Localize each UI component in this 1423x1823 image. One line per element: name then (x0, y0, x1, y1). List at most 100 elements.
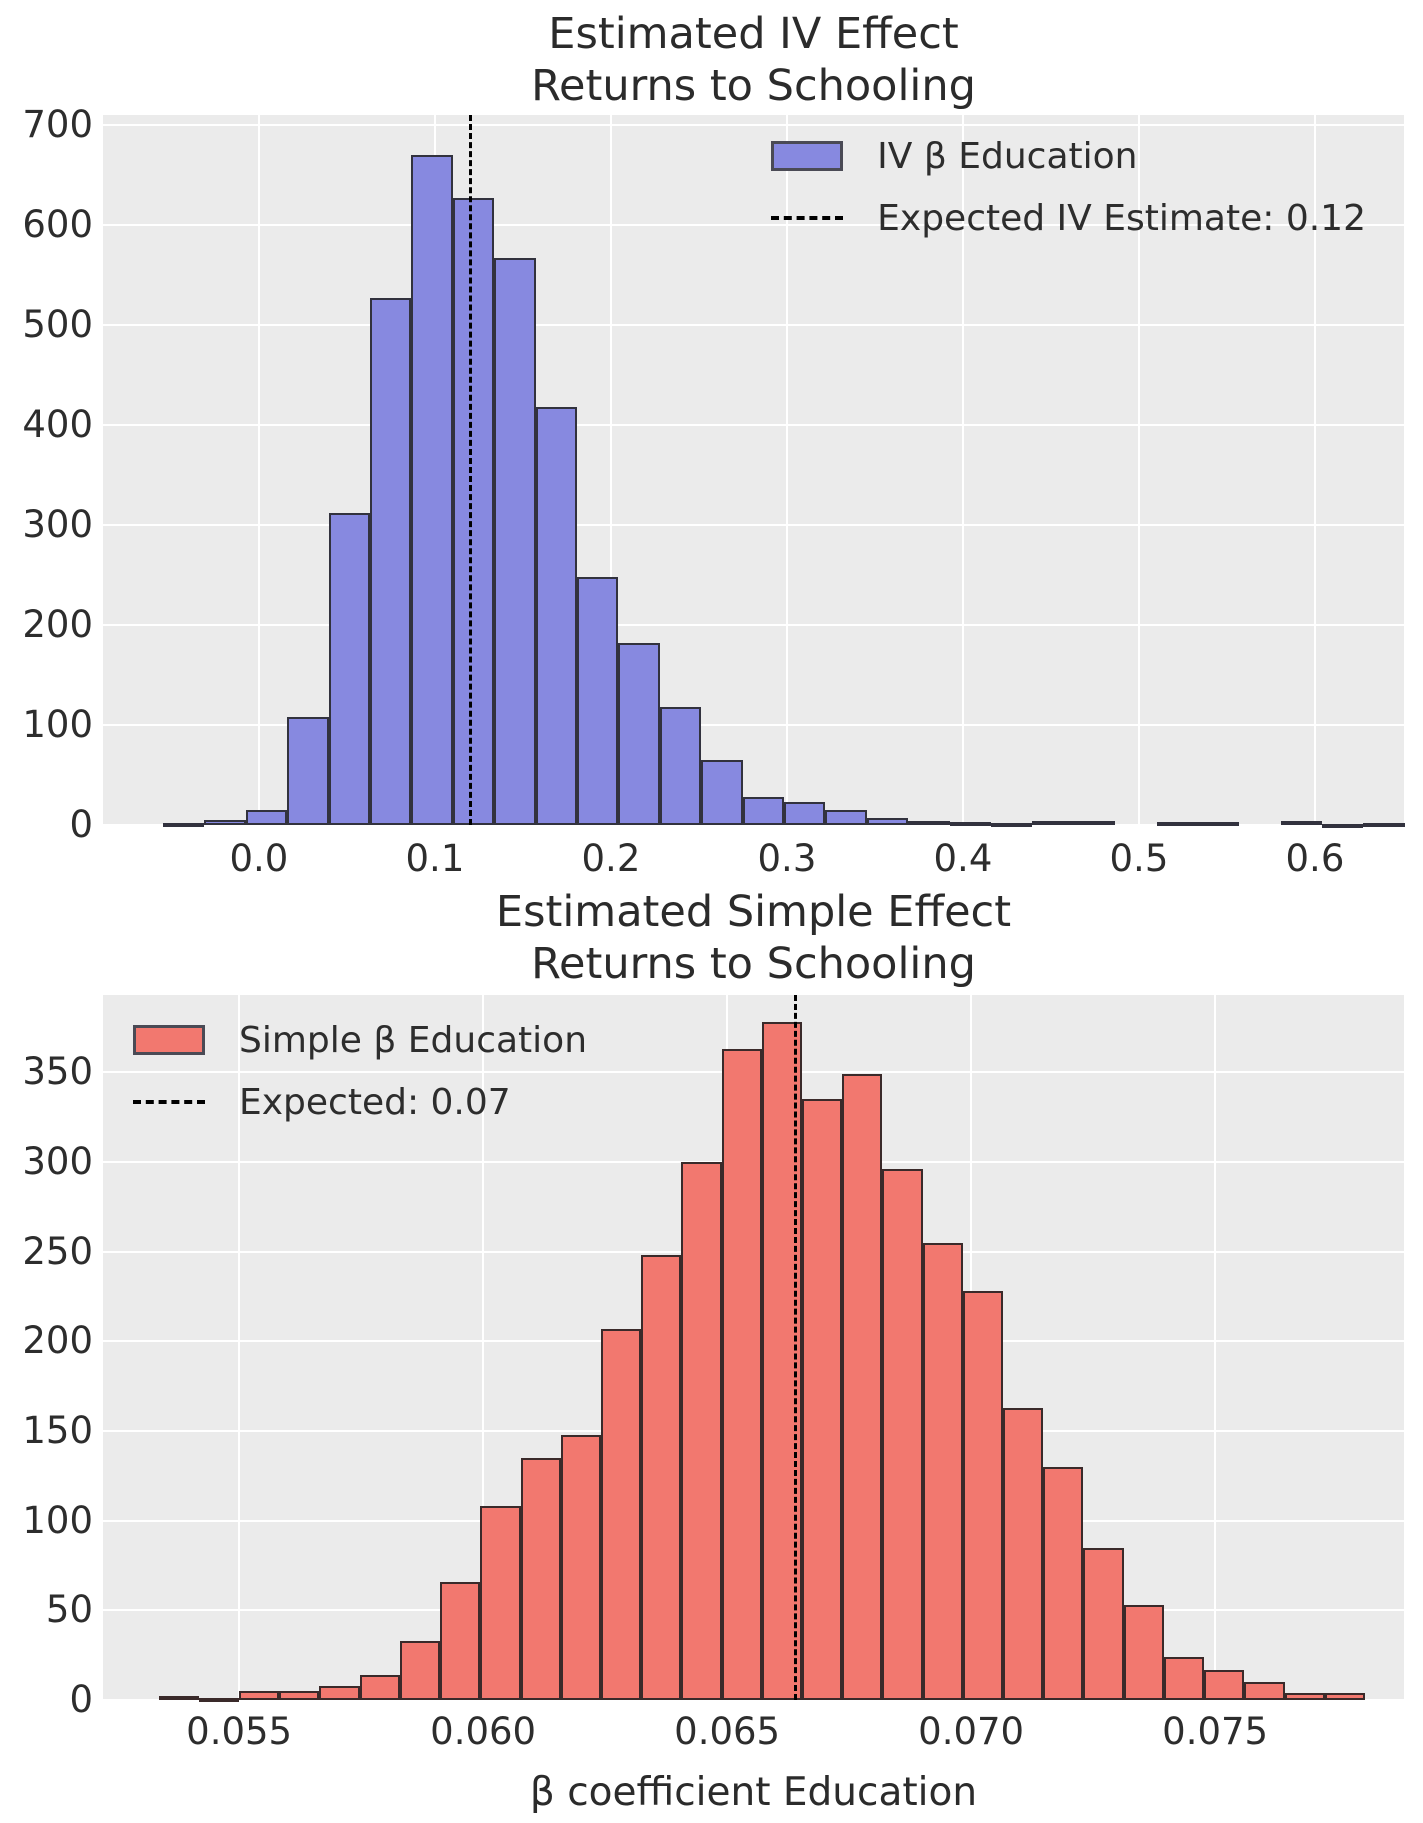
histogram-bar (802, 1099, 843, 1700)
x-tick-label: 0.3 (757, 837, 817, 880)
y-tick-label: 700 (22, 103, 93, 146)
iv-legend: IV β Education Expected IV Estimate: 0.1… (771, 135, 1366, 239)
histogram-bar (882, 1169, 923, 1700)
x-gridline (257, 115, 260, 825)
x-tick-label: 0.0 (229, 837, 289, 880)
histogram-bar (287, 717, 329, 825)
iv-legend-line-label: Expected IV Estimate: 0.12 (877, 197, 1366, 239)
simple-legend-series-label: Simple β Education (239, 1019, 588, 1061)
x-tick-label: 0.2 (581, 837, 641, 880)
iv-legend-series-row: IV β Education (771, 135, 1138, 177)
histogram-bar (520, 1457, 561, 1700)
histogram-bar (701, 760, 743, 825)
histogram-bar (721, 1048, 762, 1700)
y-gridline (103, 1699, 1404, 1701)
histogram-bar (1284, 1692, 1325, 1700)
x-tick-label: 0.070 (918, 1710, 1025, 1753)
histogram-bar (440, 1581, 481, 1700)
histogram-bar (411, 155, 453, 825)
x-tick-label: 0.4 (933, 837, 993, 880)
x-gridline (1313, 115, 1316, 825)
histogram-bar (1003, 1407, 1044, 1700)
simple-legend-line-row: Expected: 0.07 (133, 1081, 511, 1123)
histogram-bar (1073, 821, 1116, 825)
histogram-bar (962, 1290, 1004, 1700)
y-tick-label: 0 (69, 1678, 93, 1721)
histogram-bar (576, 577, 619, 825)
histogram-bar (1163, 1656, 1205, 1700)
simple-dashed-line-icon (133, 1100, 205, 1104)
y-gridline (103, 624, 1404, 626)
expected-value-line (468, 115, 472, 825)
histogram-bar (163, 823, 205, 827)
iv-chart-title: Estimated IV Effect Returns to Schooling (531, 9, 976, 112)
x-gridline (961, 115, 964, 825)
histogram-bar (359, 1674, 400, 1700)
histogram-bar (783, 802, 826, 825)
y-tick-label: 100 (22, 1498, 93, 1542)
histogram-bar (535, 407, 577, 825)
y-tick-label: 50 (45, 1588, 93, 1632)
y-gridline (103, 524, 1404, 526)
histogram-bar (560, 1434, 601, 1700)
histogram-bar (742, 797, 784, 825)
x-tick-label: 0.6 (1285, 837, 1345, 880)
y-gridline (103, 424, 1404, 426)
histogram-bar (1204, 1669, 1245, 1700)
histogram-bar (681, 1161, 722, 1700)
histogram-bar (1032, 821, 1074, 825)
x-gridline (1214, 995, 1217, 1700)
histogram-bar (600, 1328, 642, 1700)
simple-plot-area: Simple β Education Expected: 0.07 (103, 995, 1404, 1703)
histogram-bar (1043, 1466, 1084, 1700)
x-tick-label: 0.060 (430, 1710, 537, 1753)
histogram-bar (825, 810, 867, 825)
histogram-bar (922, 1242, 963, 1700)
x-tick-label: 0.065 (674, 1710, 781, 1753)
histogram-bar (328, 513, 370, 825)
y-tick-label: 0 (69, 803, 93, 846)
histogram-bar (842, 1073, 883, 1700)
histogram-bar (369, 298, 412, 825)
iv-legend-series-label: IV β Education (877, 135, 1138, 177)
histogram-bar (245, 810, 288, 825)
x-gridline (785, 115, 788, 825)
histogram-bar (480, 1506, 521, 1700)
y-gridline (103, 224, 1404, 226)
expected-value-line (793, 995, 797, 1700)
y-tick-label: 100 (22, 703, 93, 746)
histogram-bar (908, 821, 950, 825)
histogram-bar (319, 1685, 360, 1700)
x-tick-label: 0.1 (405, 837, 465, 880)
simple-chart-title: Estimated Simple Effect Returns to Schoo… (495, 887, 1012, 990)
y-tick-label: 350 (22, 1050, 93, 1094)
histogram-bar (1322, 824, 1364, 828)
simple-legend: Simple β Education Expected: 0.07 (133, 1019, 587, 1123)
y-tick-label: 400 (22, 403, 93, 446)
y-tick-label: 500 (22, 303, 93, 346)
histogram-bar (641, 1255, 682, 1700)
x-gridline (609, 115, 612, 825)
x-tick-label: 0.055 (186, 1710, 293, 1753)
histogram-bar (1244, 1682, 1285, 1700)
simple-series-swatch-icon (133, 1025, 205, 1055)
histogram-bar (990, 823, 1033, 827)
histogram-bar (279, 1691, 320, 1700)
x-gridline (238, 995, 241, 1700)
simple-legend-series-row: Simple β Education (133, 1019, 587, 1061)
y-tick-label: 250 (22, 1229, 93, 1273)
histogram-bar (158, 1696, 199, 1701)
y-tick-label: 200 (22, 603, 93, 646)
x-gridline (482, 995, 485, 1700)
histogram-bar (866, 818, 909, 825)
y-tick-label: 600 (22, 203, 93, 246)
histogram-bar (1083, 1547, 1124, 1700)
y-gridline (103, 124, 1404, 126)
histogram-bar (399, 1640, 441, 1700)
histogram-bar (494, 258, 536, 825)
iv-legend-line-row: Expected IV Estimate: 0.12 (771, 197, 1366, 239)
histogram-bar (1123, 1604, 1164, 1700)
y-tick-label: 150 (22, 1408, 93, 1452)
histogram-bar (659, 707, 702, 825)
